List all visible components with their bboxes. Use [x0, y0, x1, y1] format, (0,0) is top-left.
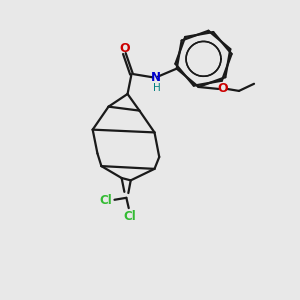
Text: O: O [119, 41, 130, 55]
Text: N: N [151, 71, 161, 84]
Text: O: O [217, 82, 228, 95]
Text: Cl: Cl [99, 194, 112, 208]
Text: Cl: Cl [123, 210, 136, 223]
Text: H: H [153, 83, 161, 93]
